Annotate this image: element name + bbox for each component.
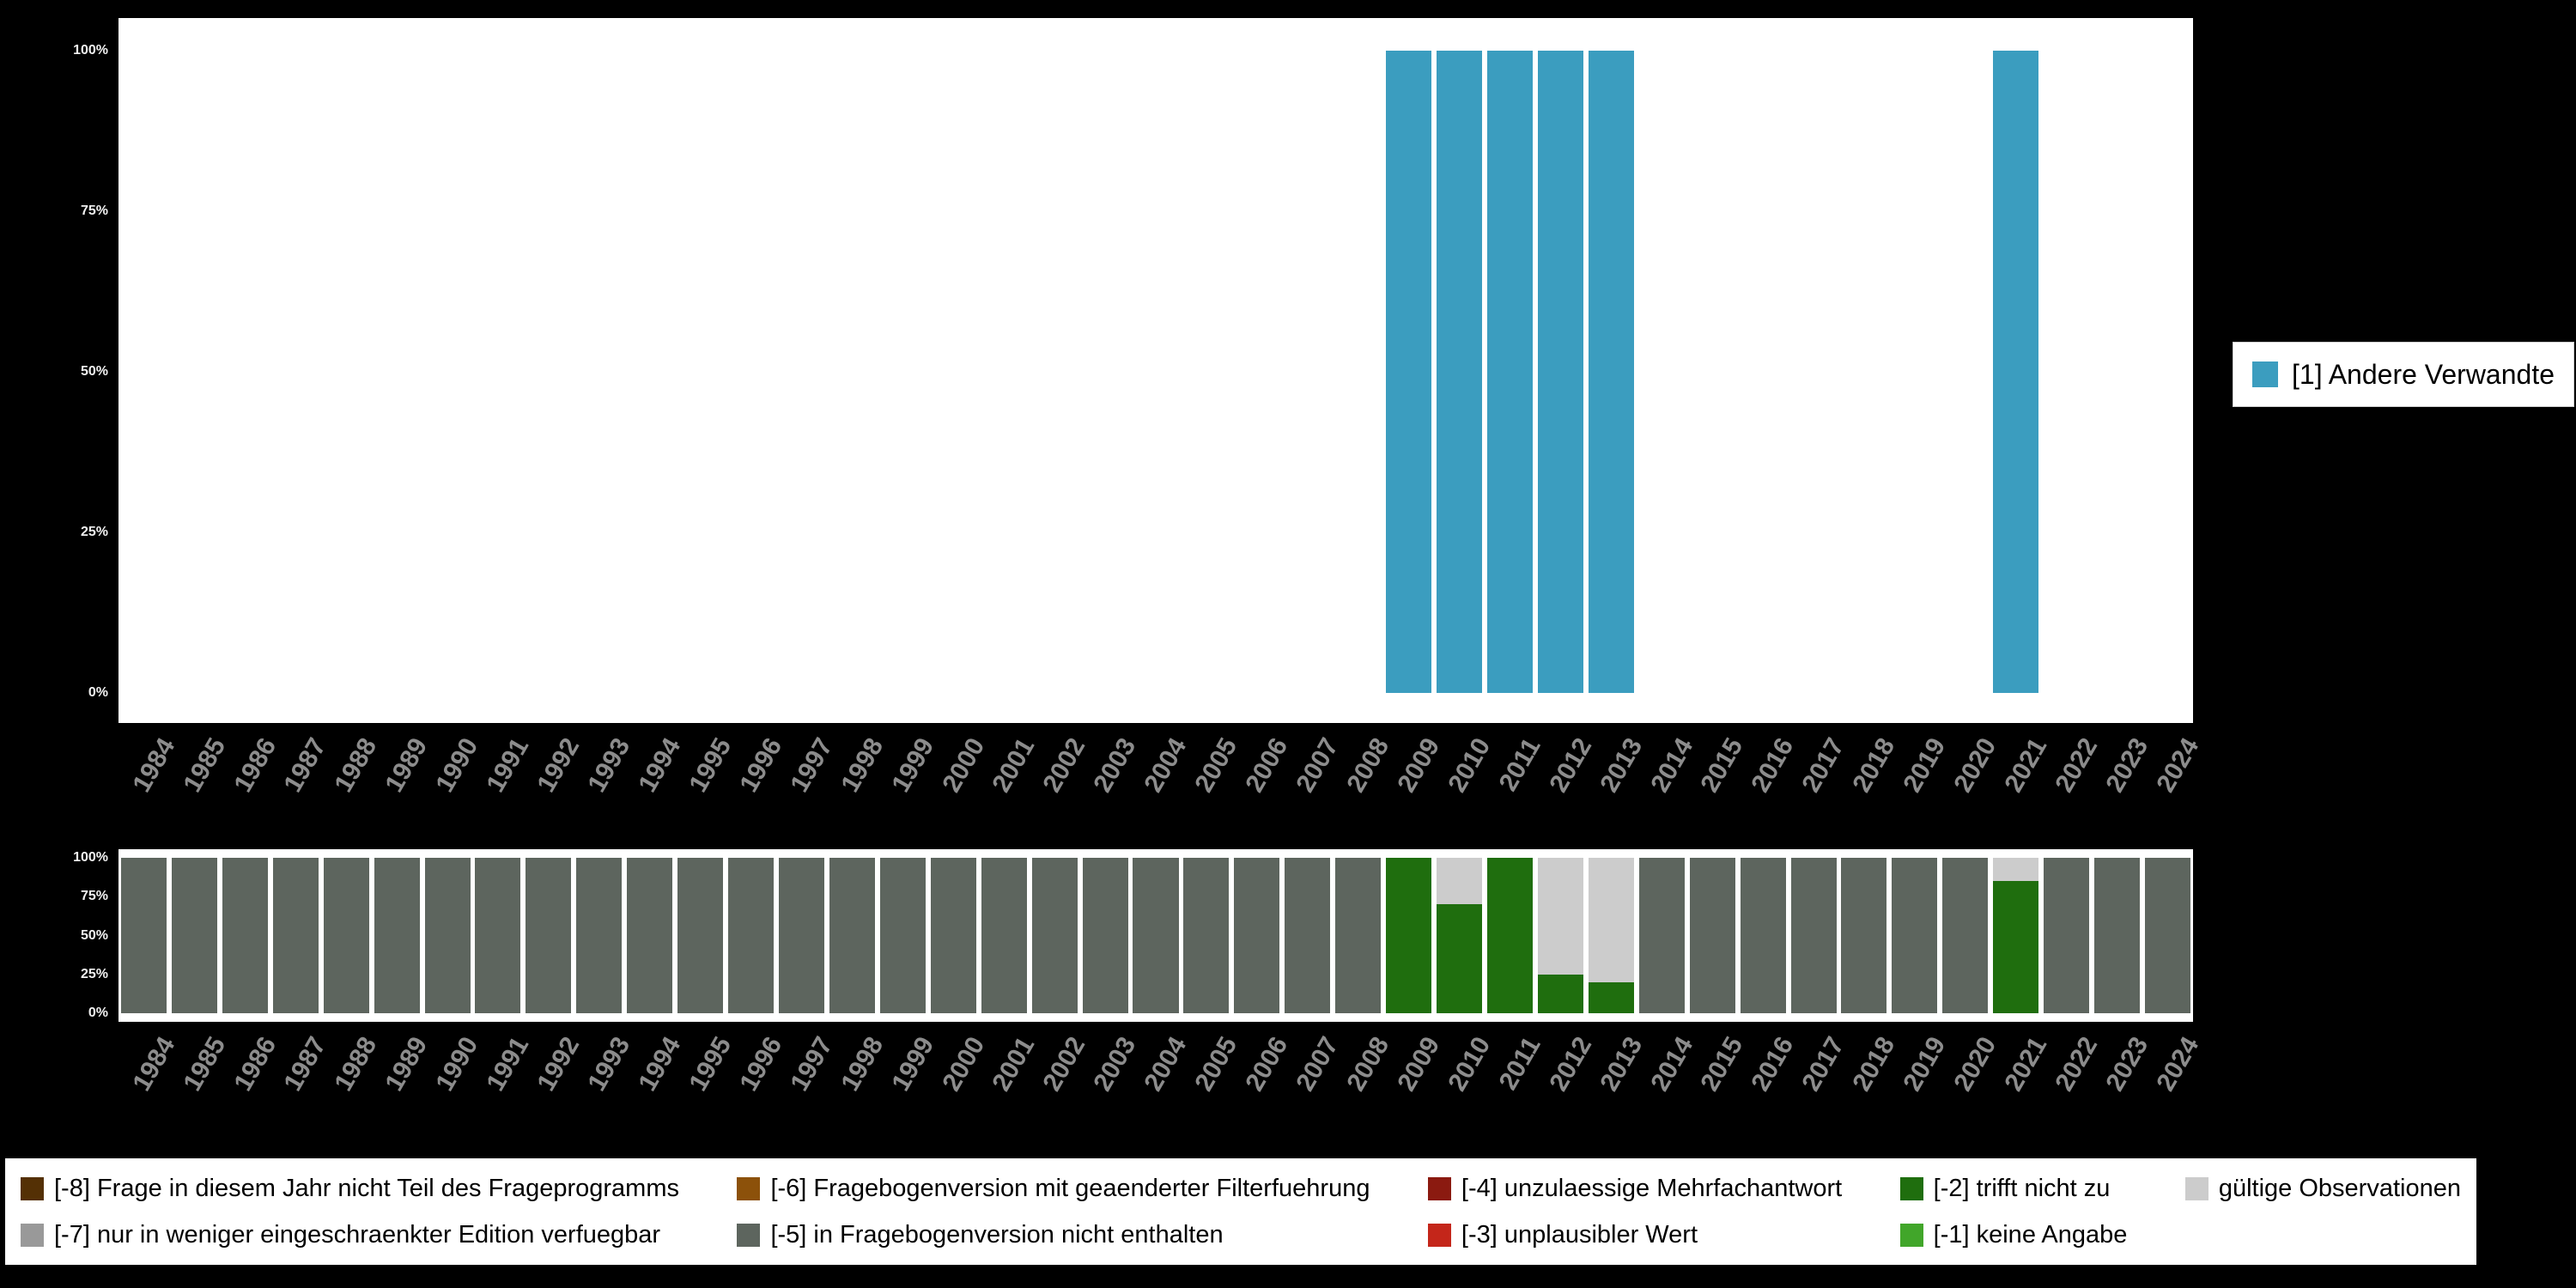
legend-label--2: [-2] trifft nicht zu [1933, 1174, 2111, 1202]
bar-2004 [1133, 858, 1179, 1013]
value-distribution-chart [118, 18, 2193, 723]
bar-2021 [1993, 881, 2039, 1013]
bar-1998 [829, 858, 875, 1013]
bar-1993 [576, 858, 623, 1013]
bar-2001 [981, 858, 1027, 1013]
bar-1995 [677, 858, 724, 1013]
bar-2002 [1031, 858, 1078, 1013]
bar-zone [118, 51, 2193, 693]
legend-swatch--7 [21, 1223, 44, 1247]
bar-1988 [323, 858, 369, 1013]
bar-2009 [1386, 858, 1432, 1013]
bar-2011 [1486, 51, 1533, 693]
legend-label--8: [-8] Frage in diesem Jahr nicht Teil des… [54, 1174, 679, 1202]
bar-2019 [1892, 858, 1938, 1013]
bar-2014 [1638, 858, 1685, 1013]
bar-1996 [728, 858, 775, 1013]
bar-2021 [1993, 858, 2039, 882]
bar-1990 [424, 858, 471, 1013]
value-legend: [1] Andere Verwandte [2233, 342, 2574, 407]
bar-2010 [1437, 858, 1483, 905]
bar-2018 [1841, 858, 1887, 1013]
bar-2022 [2044, 858, 2090, 1013]
bar-2000 [930, 858, 976, 1013]
y-tick-0pct: 0% [88, 685, 108, 700]
y-tick-25pct: 25% [80, 966, 108, 981]
legend-swatch--8 [21, 1176, 44, 1200]
missings-legend-item-valid: gültige Observationen [2184, 1174, 2461, 1203]
bar-1991 [475, 858, 521, 1013]
missings-legend-item--2: [-2] trifft nicht zu [1899, 1174, 2128, 1203]
legend-label--1: [-1] keine Angabe [1933, 1220, 2128, 1249]
legend-swatch-valid [2184, 1176, 2208, 1200]
bar-2013 [1588, 858, 1634, 982]
y-tick-0pct: 0% [88, 1005, 108, 1020]
y-tick-25pct: 25% [80, 525, 108, 539]
missings-legend-item--7: [-7] nur in weniger eingeschraenkter Edi… [21, 1221, 679, 1249]
y-tick-75pct: 75% [80, 889, 108, 904]
bar-2013 [1588, 51, 1634, 693]
legend-swatch--3 [1427, 1223, 1451, 1247]
legend-label--3: [-3] unplausibler Wert [1461, 1220, 1698, 1249]
y-tick-50pct: 50% [80, 927, 108, 943]
y-tick-100pct: 100% [73, 43, 108, 58]
bar-2017 [1790, 858, 1837, 1013]
legend-swatch--5 [737, 1223, 761, 1247]
bar-1986 [222, 858, 268, 1013]
value-chart-y-axis: 100% 75% 50% 25% 0% [0, 0, 108, 1288]
missings-legend-item--1: [-1] keine Angabe [1899, 1220, 2128, 1249]
missings-legend-item--5: [-5] in Fragebogenversion nicht enthalte… [737, 1221, 1370, 1249]
legend-label-andere-verwandte: [1] Andere Verwandte [2292, 358, 2555, 390]
bar-1992 [526, 858, 572, 1013]
bar-2020 [1942, 858, 1989, 1013]
bar-2006 [1234, 858, 1280, 1013]
legend-label--7: [-7] nur in weniger eingeschraenkter Edi… [54, 1220, 661, 1249]
bar-2003 [1082, 858, 1128, 1013]
bar-1994 [627, 858, 673, 1013]
y-tick-50pct: 50% [80, 364, 108, 379]
bar-1997 [778, 858, 825, 1013]
legend-label--6: [-6] Fragebogenversion mit geaenderter F… [770, 1174, 1370, 1202]
bar-2010 [1437, 904, 1483, 1013]
missings-legend-item--3: [-3] unplausibler Wert [1427, 1220, 1842, 1249]
bar-2021 [1993, 51, 2039, 693]
bar-1984 [120, 858, 167, 1013]
legend-label-valid: gültige Observationen [2218, 1174, 2461, 1202]
bar-1985 [171, 858, 217, 1013]
bar-2011 [1486, 858, 1533, 1013]
bar-1987 [272, 858, 319, 1013]
legend-swatch--4 [1427, 1176, 1451, 1200]
missings-legend-item--6: [-6] Fragebogenversion mit geaenderter F… [737, 1175, 1370, 1203]
y-tick-100pct: 100% [73, 850, 108, 865]
bar-2009 [1386, 51, 1432, 693]
bar-1999 [879, 858, 926, 1013]
bar-2015 [1689, 858, 1735, 1013]
legend-label--4: [-4] unzulaessige Mehrfachantwort [1461, 1174, 1843, 1202]
legend-swatch--2 [1899, 1176, 1923, 1200]
bar-2013 [1588, 981, 1634, 1013]
legend-label--5: [-5] in Fragebogenversion nicht enthalte… [770, 1220, 1224, 1249]
bar-2005 [1183, 858, 1230, 1013]
missings-chart-y-axis: 100% 75% 50% 25% 0% [0, 0, 108, 1288]
missings-legend: [-8] Frage in diesem Jahr nicht Teil des… [5, 1158, 2476, 1265]
legend-swatch-andere-verwandte [2252, 361, 2278, 387]
missings-legend-item--8: [-8] Frage in diesem Jahr nicht Teil des… [21, 1175, 679, 1203]
bar-2012 [1537, 858, 1583, 975]
bar-2008 [1335, 858, 1382, 1013]
bar-2007 [1285, 858, 1331, 1013]
bar-2024 [2145, 858, 2191, 1013]
bar-2016 [1740, 858, 1786, 1013]
y-tick-75pct: 75% [80, 204, 108, 218]
legend-swatch--1 [1899, 1223, 1923, 1247]
bar-2012 [1537, 974, 1583, 1013]
bar-2023 [2094, 858, 2141, 1013]
legend-swatch--6 [737, 1176, 761, 1200]
bar-zone [118, 858, 2193, 1013]
bar-2010 [1437, 51, 1483, 693]
bar-1989 [374, 858, 420, 1013]
bar-2012 [1537, 51, 1583, 693]
missings-chart [118, 849, 2193, 1022]
missings-legend-item--4: [-4] unzulaessige Mehrfachantwort [1427, 1174, 1843, 1203]
